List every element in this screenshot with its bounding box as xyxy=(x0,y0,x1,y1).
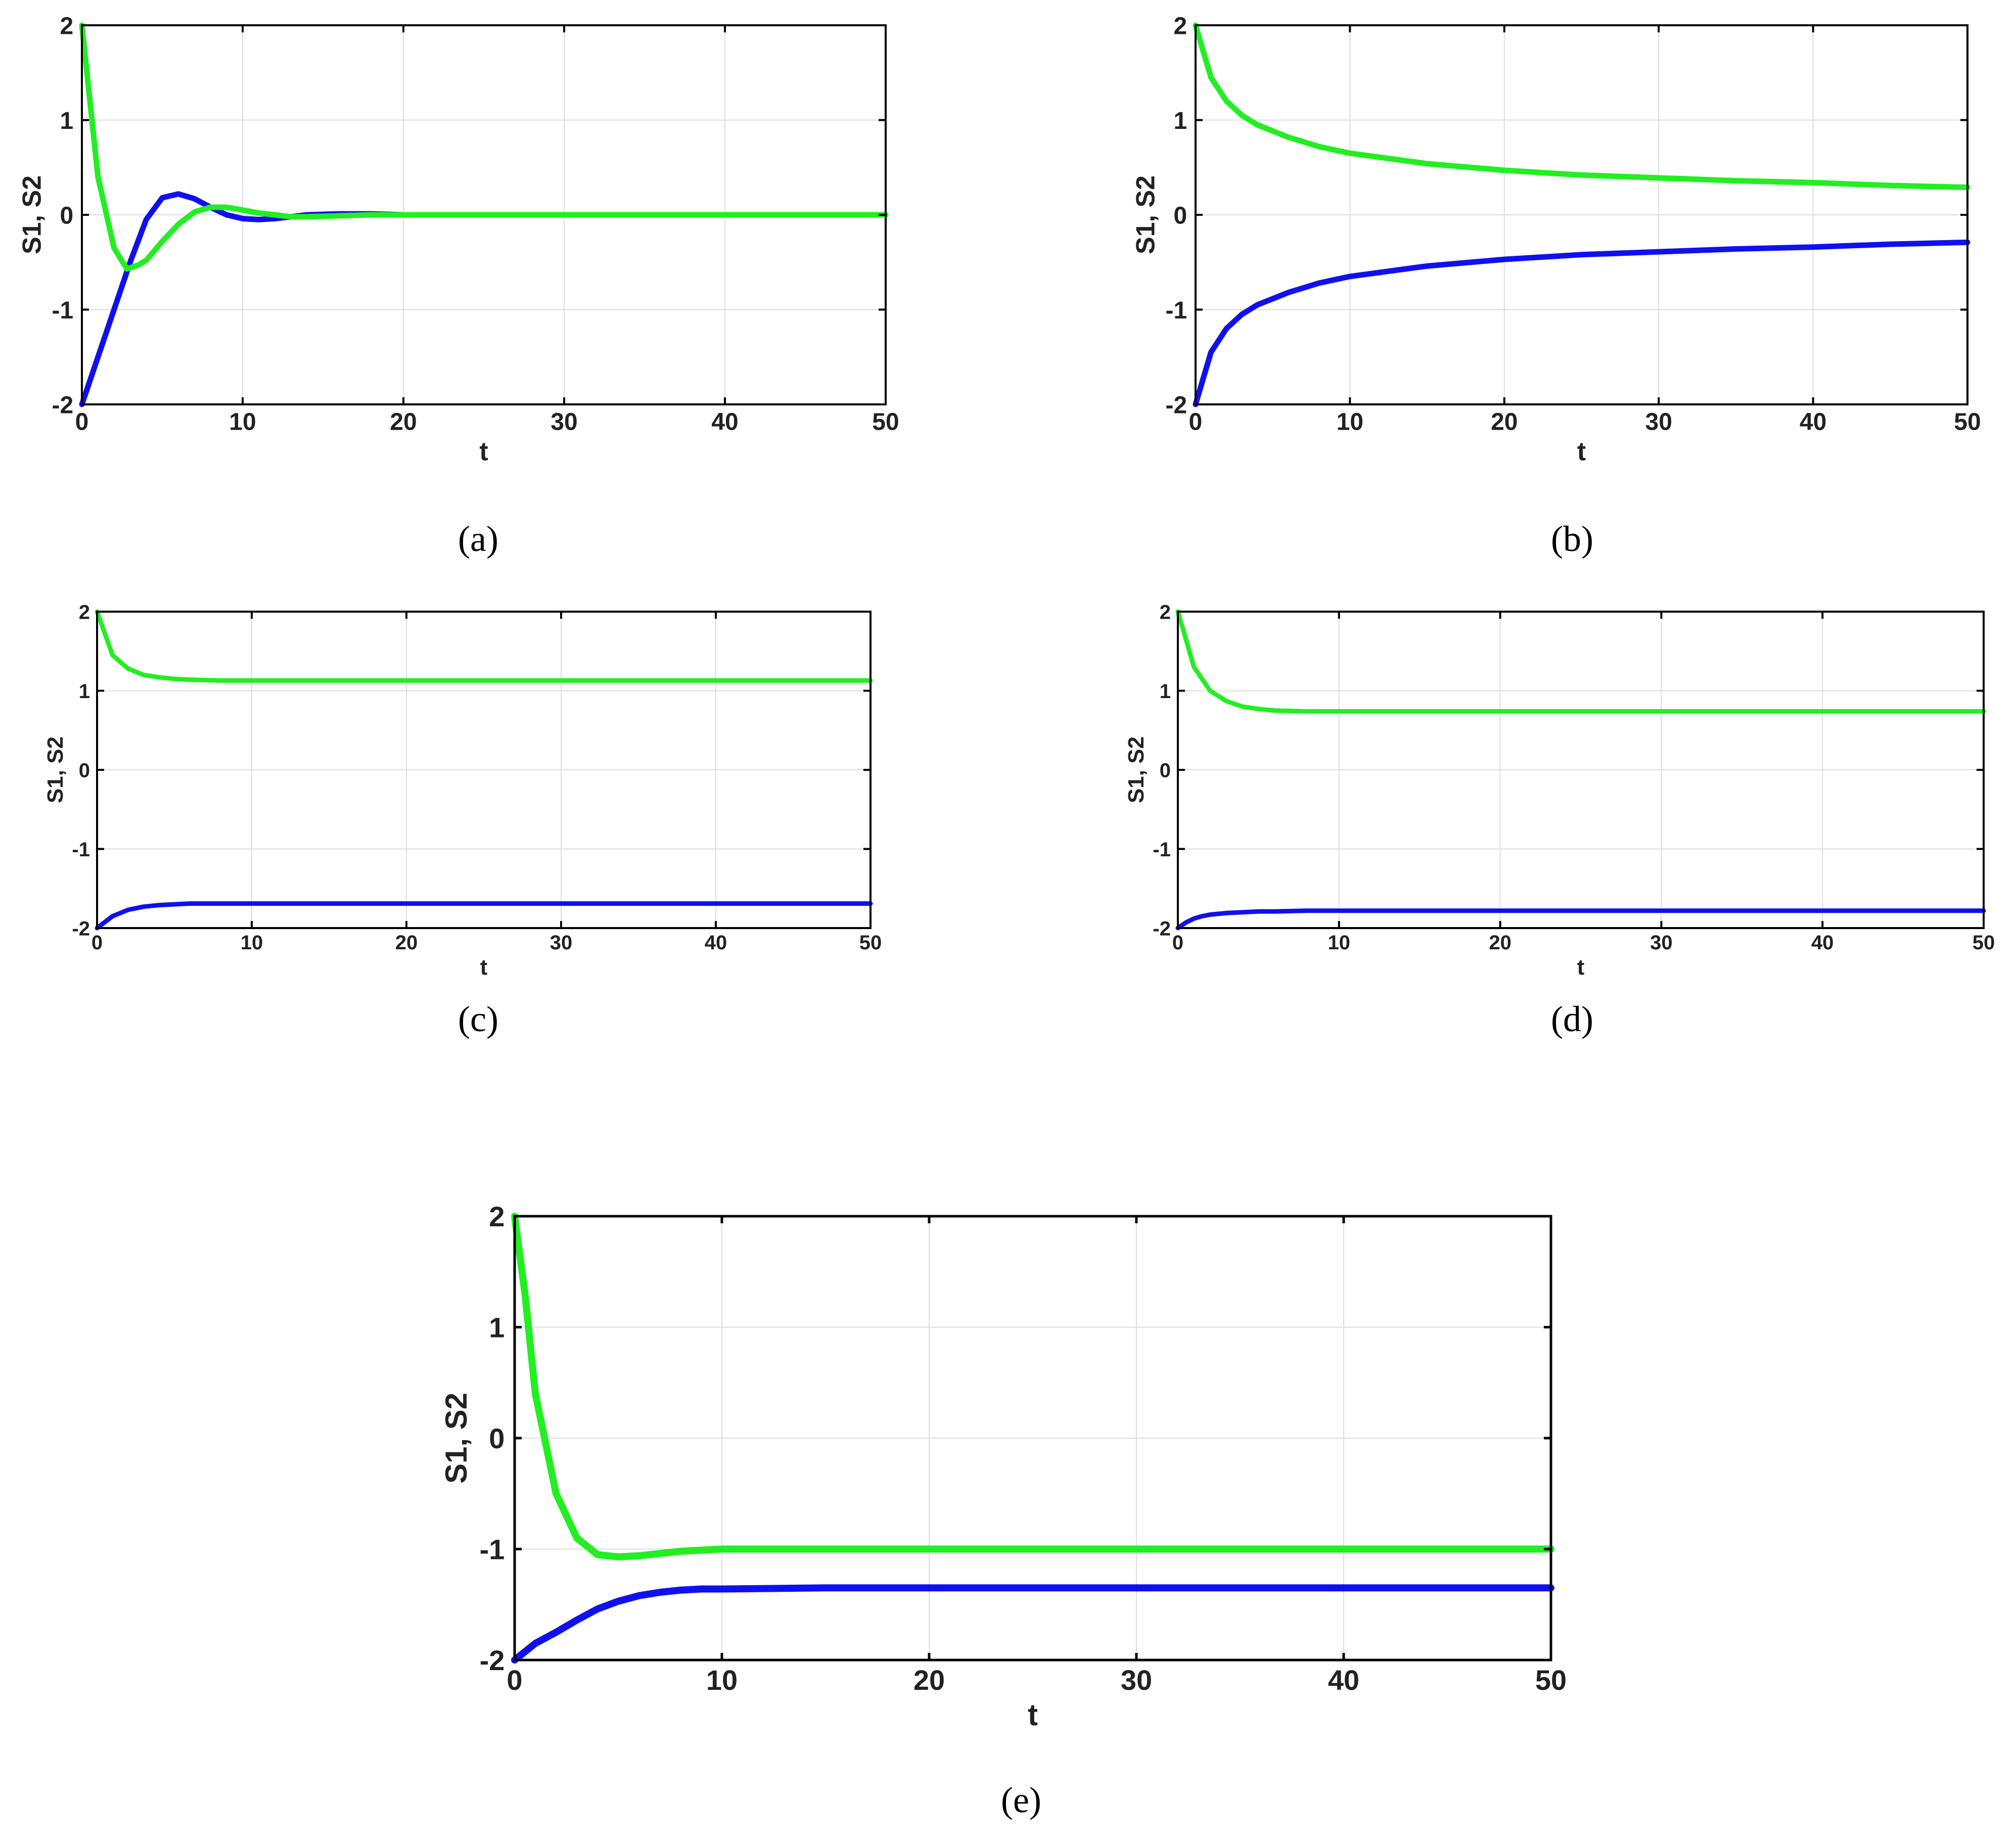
y-tick-label: -1 xyxy=(52,297,74,324)
x-tick-label: 30 xyxy=(1650,932,1673,954)
y-tick-label: 0 xyxy=(79,759,90,781)
series-line-1 xyxy=(511,1584,1554,1664)
x-axis-label: t xyxy=(1577,437,1586,466)
x-axis-label: t xyxy=(480,955,488,980)
x-tick-label: 0 xyxy=(1172,932,1183,954)
y-tick-label: 2 xyxy=(489,1201,505,1232)
x-tick-label: 40 xyxy=(1328,1664,1359,1696)
x-tick-label: 40 xyxy=(711,408,738,435)
x-tick-label: 10 xyxy=(706,1664,738,1696)
y-axis-label: S1, S2 xyxy=(17,175,47,254)
x-axis-label: t xyxy=(1028,1698,1038,1732)
y-axis-label: S1, S2 xyxy=(1124,736,1149,803)
series-line-2 xyxy=(95,609,873,683)
y-tick-label: 1 xyxy=(489,1312,505,1344)
y-tick-label: -1 xyxy=(1153,839,1171,861)
panel-caption: (d) xyxy=(1551,999,1593,1039)
chart-panel-e: 0 10 20 30 40 50 -2 -1 0 1 2 t S1, S2 (e) xyxy=(439,1201,1567,1820)
x-tick-label: 50 xyxy=(1535,1664,1567,1696)
x-tick-label: 10 xyxy=(229,408,256,435)
y-tick-label: 2 xyxy=(1173,13,1187,39)
series-line-1 xyxy=(1193,239,1971,407)
panel-caption: (e) xyxy=(1001,1780,1041,1820)
x-tick-label: 0 xyxy=(91,932,103,954)
x-tick-label: 10 xyxy=(241,932,263,954)
y-tick-label: -1 xyxy=(1166,297,1187,324)
series-line-2 xyxy=(1175,609,1986,714)
y-tick-label: -1 xyxy=(480,1534,505,1565)
x-tick-label: 20 xyxy=(1491,408,1518,435)
x-axis-label: t xyxy=(479,437,488,466)
series-line-2 xyxy=(1193,22,1971,191)
y-axis-label: S1, S2 xyxy=(439,1393,473,1484)
y-tick-label: 2 xyxy=(60,13,73,39)
x-tick-label: 10 xyxy=(1337,408,1363,435)
chart-panel-b: 0 10 20 30 40 50 -2 -1 0 1 2 t S1, S2 (b) xyxy=(1131,13,1981,559)
panel-caption: (a) xyxy=(458,519,498,559)
x-tick-label: 30 xyxy=(1121,1664,1152,1696)
x-tick-label: 40 xyxy=(1800,408,1826,435)
x-tick-label: 40 xyxy=(705,932,727,954)
y-tick-label: 0 xyxy=(60,202,73,229)
chart-panel-c: 0 10 20 30 40 50 -2 -1 0 1 2 t S1, S2 (c) xyxy=(43,601,882,1039)
series-line-1 xyxy=(79,191,889,407)
y-tick-label: 0 xyxy=(1173,202,1187,229)
series-line-1 xyxy=(1175,908,1986,931)
y-tick-label: -2 xyxy=(1166,392,1187,419)
x-axis-label: t xyxy=(1577,955,1585,980)
y-tick-label: 0 xyxy=(489,1422,505,1454)
y-tick-label: -2 xyxy=(480,1644,505,1676)
y-tick-label: 1 xyxy=(60,108,73,134)
panel-caption: (b) xyxy=(1551,519,1593,559)
y-tick-label: 2 xyxy=(79,601,90,623)
x-tick-label: 20 xyxy=(395,932,418,954)
x-tick-label: 40 xyxy=(1811,932,1834,954)
x-tick-label: 30 xyxy=(550,932,573,954)
y-tick-label: 1 xyxy=(1173,108,1187,134)
x-tick-label: 0 xyxy=(507,1664,522,1696)
x-tick-label: 30 xyxy=(1645,408,1672,435)
y-tick-label: -2 xyxy=(72,917,90,940)
series-line-2 xyxy=(511,1213,1554,1560)
x-tick-label: 30 xyxy=(551,408,577,435)
y-tick-label: -2 xyxy=(1153,917,1171,940)
series-line-1 xyxy=(95,901,873,931)
chart-panel-a: 0 10 20 30 40 50 -2 -1 0 1 2 t S1, S2 (a) xyxy=(17,13,899,559)
y-tick-label: -2 xyxy=(52,392,74,419)
y-tick-label: -1 xyxy=(72,839,90,861)
x-tick-label: 0 xyxy=(1189,408,1203,435)
y-axis-label: S1, S2 xyxy=(1131,175,1160,254)
x-tick-label: 20 xyxy=(390,408,417,435)
series-line-2 xyxy=(79,22,889,272)
x-tick-label: 20 xyxy=(913,1664,945,1696)
y-tick-label: 2 xyxy=(1160,601,1171,623)
panel-caption: (c) xyxy=(458,999,498,1039)
x-tick-label: 0 xyxy=(75,408,89,435)
y-tick-label: 0 xyxy=(1160,759,1171,781)
x-tick-label: 20 xyxy=(1489,932,1511,954)
y-axis-label: S1, S2 xyxy=(43,736,68,803)
y-tick-label: 1 xyxy=(79,680,90,703)
chart-panel-d: 0 10 20 30 40 50 -2 -1 0 1 2 t S1, S2 (d) xyxy=(1124,601,1995,1039)
x-tick-label: 50 xyxy=(872,408,899,435)
x-tick-label: 50 xyxy=(859,932,882,954)
y-tick-label: 1 xyxy=(1160,680,1171,703)
x-tick-label: 50 xyxy=(1973,932,1995,954)
x-tick-label: 10 xyxy=(1328,932,1351,954)
x-tick-label: 50 xyxy=(1954,408,1981,435)
